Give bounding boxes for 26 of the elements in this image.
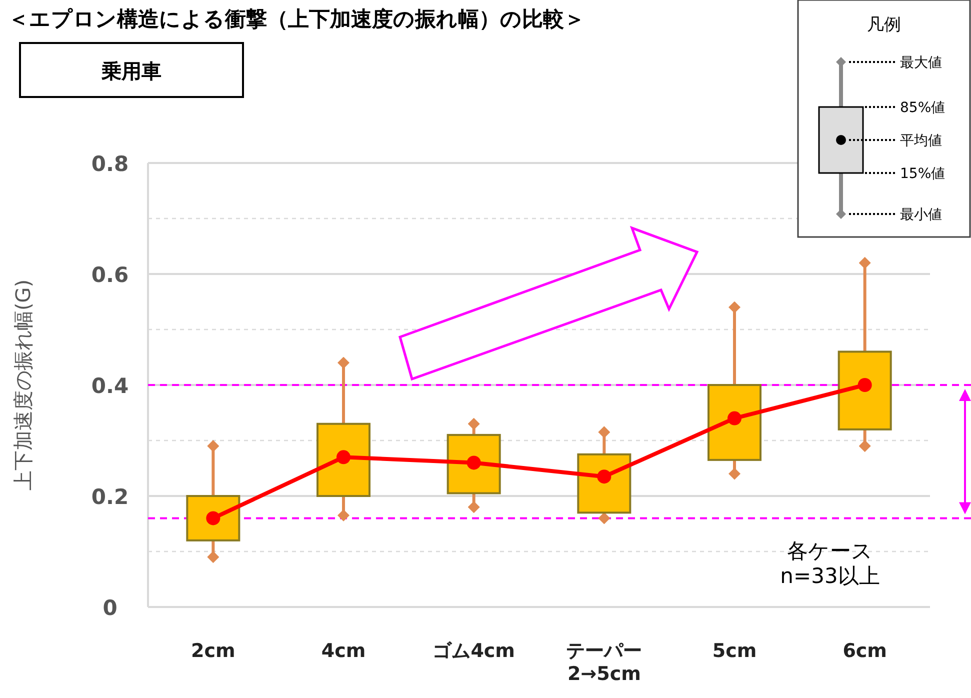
chart-title: ＜エプロン構造による衝撃（上下加速度の振れ幅）の比較＞ [8,7,585,31]
y-tick-label: 0.6 [91,263,129,287]
x-tick-label: テーパー 2→5cm [566,640,642,685]
point [336,450,350,464]
point [466,456,481,470]
legend-title: 凡例 [867,15,901,35]
point [728,411,742,426]
text: 最大値 [900,55,942,71]
annotation: 15%値 [900,166,946,182]
point [858,378,872,392]
text: 85%値 [900,100,946,116]
chart-subtitle: 乗用車 [100,59,162,83]
x-tick-label: 2cm [191,640,236,662]
annotation: 各ケース n=33以上 [780,539,880,588]
x-tick-label: 5cm [712,640,757,662]
y-tick-label: 0.2 [91,485,129,509]
point [597,470,612,484]
x-tick-label: 4cm [321,640,366,662]
text: 平均値 [900,133,942,149]
y-tick-label: 0.8 [91,152,129,176]
x-tick-label: 6cm [842,640,887,662]
y-tick-label: 0.4 [91,374,129,398]
y-axis-title: 上下加速度の振れ幅(G) [11,279,35,491]
y-tick-label: 0 [102,596,118,620]
annotation: 最小値 [900,207,942,223]
x-tick-label: ゴム4cm [432,640,515,662]
